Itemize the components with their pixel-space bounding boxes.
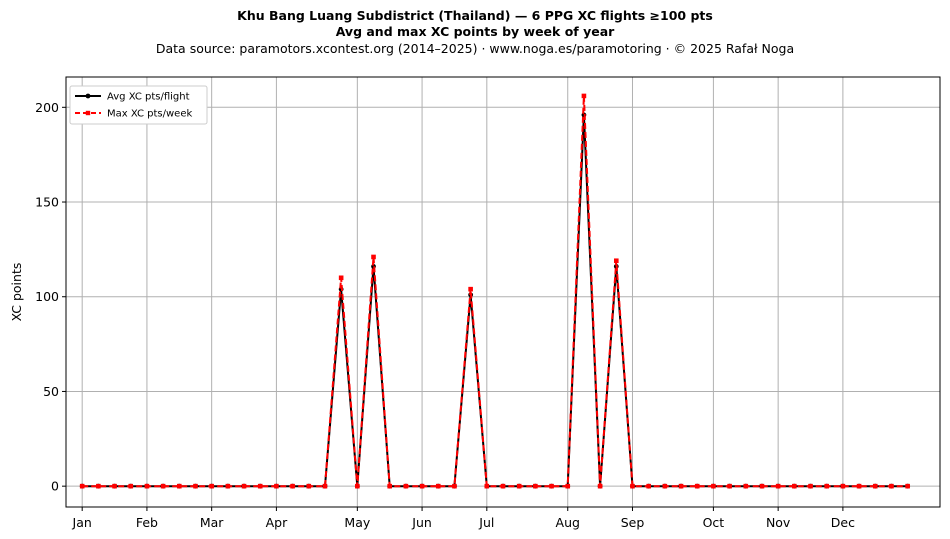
- y-tick-label: 150: [35, 195, 59, 210]
- x-tick-label: May: [344, 515, 370, 530]
- x-tick-label: Jul: [478, 515, 494, 530]
- data-point-max: [856, 483, 862, 489]
- data-point-max: [128, 483, 134, 489]
- chart-titles: Khu Bang Luang Subdistrict (Thailand) — …: [0, 8, 950, 58]
- data-point-max: [112, 483, 117, 489]
- data-point-max: [419, 483, 425, 489]
- data-point-max: [694, 483, 700, 489]
- data-point-max: [144, 483, 150, 489]
- data-point-max: [403, 483, 409, 489]
- data-point-max: [306, 483, 312, 489]
- data-point-max: [727, 483, 732, 489]
- data-point-max: [597, 483, 603, 489]
- y-tick-label: 100: [35, 289, 59, 304]
- x-tick-label: Mar: [200, 515, 224, 530]
- data-point-max: [808, 483, 813, 489]
- data-point-max: [387, 483, 393, 489]
- x-tick-label: Oct: [703, 515, 725, 530]
- data-point-max: [209, 483, 214, 489]
- data-point-max: [355, 483, 360, 489]
- axes: 0 50 100 150 200 Jan Feb Mar Apr May Jun Jul Aug Sep O…: [35, 100, 855, 530]
- data-point-max: [322, 483, 328, 489]
- data-point-max: [452, 483, 457, 489]
- series-line-max: [82, 94, 908, 488]
- data-point-max: [824, 483, 830, 489]
- data-point-max: [743, 483, 749, 489]
- data-point-max: [630, 483, 635, 489]
- series-layer: [79, 93, 911, 489]
- data-point-max: [176, 483, 182, 489]
- x-tick-label: Feb: [136, 515, 158, 530]
- legend-label-max: Max XC pts/week: [107, 109, 192, 120]
- data-point-max: [613, 258, 619, 264]
- x-tick-label: Dec: [831, 515, 855, 530]
- data-point-max: [889, 483, 894, 489]
- legend-box: [69, 85, 208, 125]
- x-tick-label: Sep: [621, 515, 645, 530]
- plot-frame: [65, 76, 941, 508]
- data-point-max: [549, 483, 554, 489]
- legend: Avg XC pts/flight Max XC pts/week: [69, 85, 208, 125]
- data-point-max: [371, 254, 376, 260]
- data-point-max: [759, 483, 765, 489]
- chart-source: Data source: paramotors.xcontest.org (20…: [155, 41, 795, 56]
- y-tick-label: 50: [43, 384, 59, 399]
- data-point-max: [646, 483, 651, 489]
- data-point-max: [872, 483, 878, 489]
- data-point-max: [905, 483, 910, 489]
- data-point-max: [468, 286, 473, 292]
- data-point-max: [581, 93, 587, 99]
- grid: [66, 77, 940, 507]
- data-point-max: [274, 483, 279, 489]
- data-point-max: [290, 483, 295, 489]
- data-point-max: [792, 483, 797, 489]
- series-line-avg: [82, 113, 908, 488]
- data-point-max: [241, 483, 247, 489]
- x-tick-label: Apr: [266, 515, 288, 530]
- y-tick-label: 0: [51, 479, 59, 494]
- data-point-max: [711, 483, 716, 489]
- data-point-max: [79, 483, 85, 489]
- data-point-max: [484, 483, 490, 489]
- data-point-max: [840, 483, 846, 489]
- x-tick-label: Jun: [411, 515, 432, 530]
- x-tick-label: Aug: [556, 515, 580, 530]
- legend-label-avg: Avg XC pts/flight: [107, 92, 190, 103]
- data-point-max: [678, 483, 684, 489]
- legend-marker-avg: [85, 93, 91, 99]
- data-point-max: [435, 483, 441, 489]
- data-point-max: [338, 275, 344, 281]
- legend-marker-max: [85, 110, 91, 116]
- chart-title: Khu Bang Luang Subdistrict (Thailand) — …: [237, 8, 713, 23]
- x-tick-label: Nov: [766, 515, 791, 530]
- data-point-max: [775, 483, 781, 489]
- data-point-max: [500, 483, 506, 489]
- data-point-max: [662, 483, 668, 489]
- data-point-max: [160, 483, 166, 489]
- data-point-max: [565, 483, 571, 489]
- x-tick-label: Jan: [72, 515, 92, 530]
- data-point-max: [193, 483, 198, 489]
- data-point-max: [257, 483, 263, 489]
- y-tick-label: 200: [35, 100, 59, 115]
- data-point-max: [96, 483, 101, 489]
- chart-subtitle: Avg and max XC points by week of year: [335, 24, 615, 39]
- data-point-max: [516, 483, 522, 489]
- data-point-max: [225, 483, 231, 489]
- data-point-max: [533, 483, 538, 489]
- y-axis-label: XC points: [9, 263, 24, 322]
